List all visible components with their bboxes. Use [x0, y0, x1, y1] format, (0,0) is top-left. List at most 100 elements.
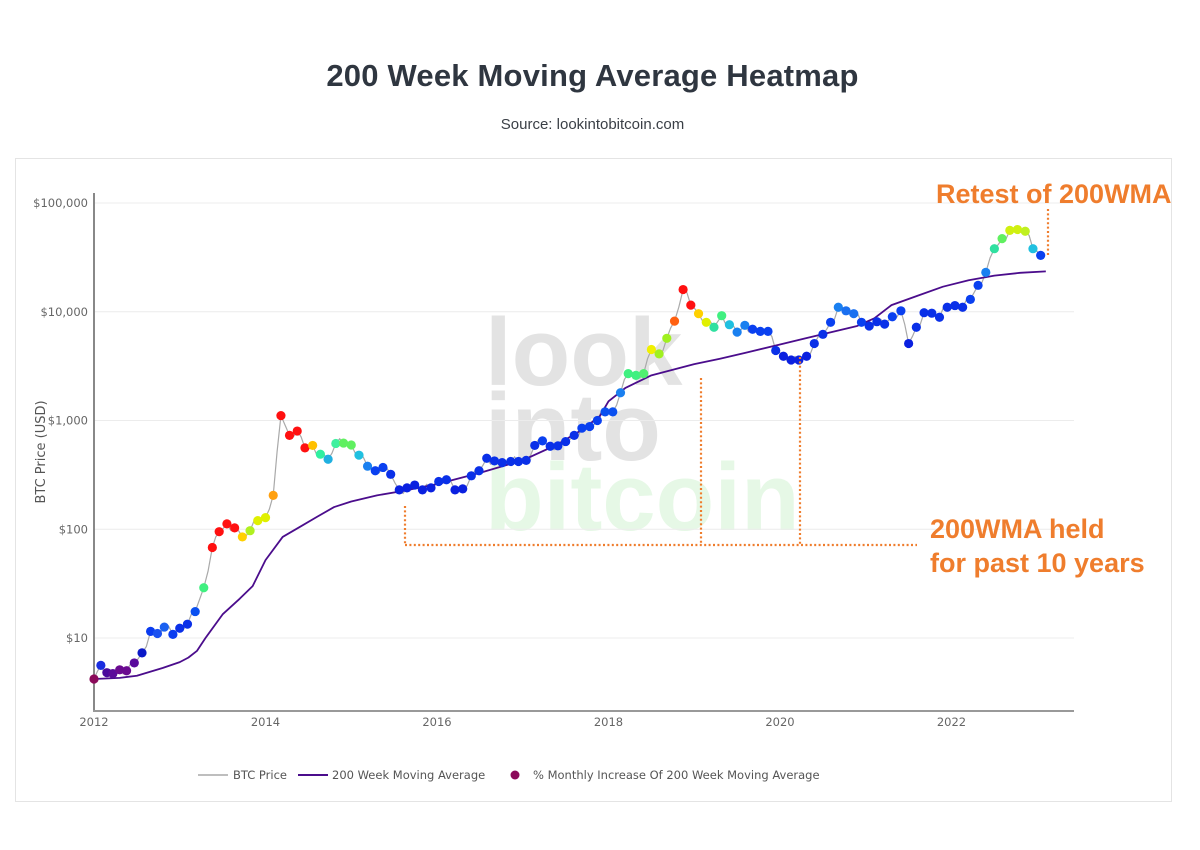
heatmap-point: [346, 440, 356, 450]
heatmap-point: [426, 483, 436, 493]
heatmap-point: [1036, 250, 1046, 260]
heatmap-point: [950, 300, 960, 311]
heatmap-point: [474, 466, 484, 476]
heatmap-point: [958, 302, 968, 312]
heatmap-point: [1005, 225, 1015, 235]
heatmap-point: [927, 308, 937, 318]
legend-label-wma: 200 Week Moving Average: [332, 768, 485, 782]
legend-item-wma[interactable]: 200 Week Moving Average: [298, 768, 485, 782]
heatmap-point: [386, 469, 396, 479]
heatmap-point: [701, 317, 711, 327]
heatmap-point: [577, 423, 587, 433]
heatmap-point: [152, 628, 163, 639]
heatmap-point: [129, 658, 139, 668]
heatmap-point: [755, 326, 765, 336]
heatmap-point: [354, 450, 364, 460]
heatmap-point: [833, 302, 843, 312]
heatmap-point: [942, 302, 952, 312]
heatmap-point: [521, 455, 531, 465]
heatmap-point: [654, 349, 664, 359]
heatmap-point: [207, 542, 217, 553]
heatmap-point: [115, 665, 125, 675]
heatmap-point: [466, 471, 476, 481]
heatmap-point: [315, 449, 325, 459]
legend-label-monthly-increase: % Monthly Increase Of 200 Week Moving Av…: [533, 768, 820, 782]
x-tick-label: 2016: [422, 715, 451, 729]
heatmap-point: [615, 388, 626, 398]
y-tick-label: $10: [66, 631, 88, 645]
axes: [93, 193, 1074, 712]
heatmap-point: [410, 480, 420, 490]
heatmap-point: [260, 512, 271, 523]
heatmap-point: [997, 234, 1007, 244]
heatmap-point: [284, 430, 295, 440]
heatmap-point: [190, 606, 200, 617]
heatmap-point: [919, 308, 929, 318]
heatmap-point: [308, 440, 318, 451]
heatmap-point: [801, 351, 812, 361]
heatmap-point: [646, 344, 656, 355]
heatmap-point: [506, 456, 516, 467]
heatmap-point: [709, 322, 719, 332]
heatmap-point: [137, 648, 147, 658]
heatmap-point: [497, 458, 507, 468]
annotation-held-line1: 200WMA held: [930, 514, 1105, 544]
legend-item-btc-price[interactable]: BTC Price: [198, 768, 287, 782]
heatmap-point: [513, 456, 524, 467]
heatmap-point: [182, 619, 193, 629]
x-tick-label: 2012: [79, 715, 108, 729]
watermark: look into bitcoin: [485, 299, 800, 551]
heatmap-point: [585, 421, 595, 432]
heatmap-point: [338, 438, 349, 448]
heatmap-point: [331, 438, 341, 449]
heatmap-point: [911, 322, 921, 332]
heatmap-point: [1020, 226, 1030, 236]
heatmap-point: [253, 516, 263, 526]
heatmap-point: [887, 312, 897, 322]
heatmap-point: [849, 309, 859, 319]
legend-item-monthly-increase[interactable]: % Monthly Increase Of 200 Week Moving Av…: [510, 768, 820, 782]
y-tick-label: $10,000: [40, 305, 88, 319]
x-tick-label: 2022: [937, 715, 966, 729]
heatmap-point: [214, 527, 224, 537]
heatmap-point: [1012, 224, 1023, 235]
legend: BTC Price 200 Week Moving Average % Mont…: [198, 768, 820, 782]
heatmap-point: [237, 532, 247, 542]
heatmap-point: [370, 466, 380, 476]
heatmap-point: [717, 311, 727, 321]
heatmap-point: [778, 351, 789, 361]
heatmap-point: [569, 430, 579, 440]
heatmap-point: [771, 345, 781, 356]
x-tick-labels: 2012 2014 2016 2018 2020 2022: [79, 715, 966, 729]
heatmap-point: [872, 317, 882, 327]
heatmap-point: [600, 407, 610, 417]
heatmap-point: [108, 669, 118, 679]
heatmap-point: [292, 426, 302, 436]
watermark-bitcoin: bitcoin: [485, 444, 800, 551]
wma-line: [93, 270, 1046, 680]
wma-series: [93, 270, 1046, 680]
heatmap-point: [678, 284, 688, 295]
page-subtitle: Source: lookintobitcoin.com: [500, 116, 685, 133]
heatmap-point: [450, 485, 460, 495]
heatmap-point: [786, 355, 796, 365]
heatmap-point: [662, 333, 672, 343]
heatmap-point: [608, 407, 618, 417]
heatmap-point: [159, 622, 169, 632]
heatmap-point: [1028, 244, 1038, 254]
heatmap-point: [747, 324, 758, 334]
heatmap-point: [763, 326, 773, 336]
y-tick-labels: $10 $100 $1,000 $10,000 $100,000: [33, 196, 88, 645]
heatmap-points: [89, 224, 1046, 684]
heatmap-point: [553, 441, 563, 451]
heatmap-point: [121, 666, 132, 676]
heatmap-point: [545, 441, 555, 451]
heatmap-point: [537, 436, 548, 446]
heatmap-point: [378, 462, 388, 473]
heatmap-point: [489, 456, 500, 466]
y-tick-label: $100,000: [33, 196, 88, 210]
heatmap-point: [300, 443, 310, 453]
heatmap-point: [864, 321, 874, 331]
heatmap-point: [175, 623, 185, 633]
